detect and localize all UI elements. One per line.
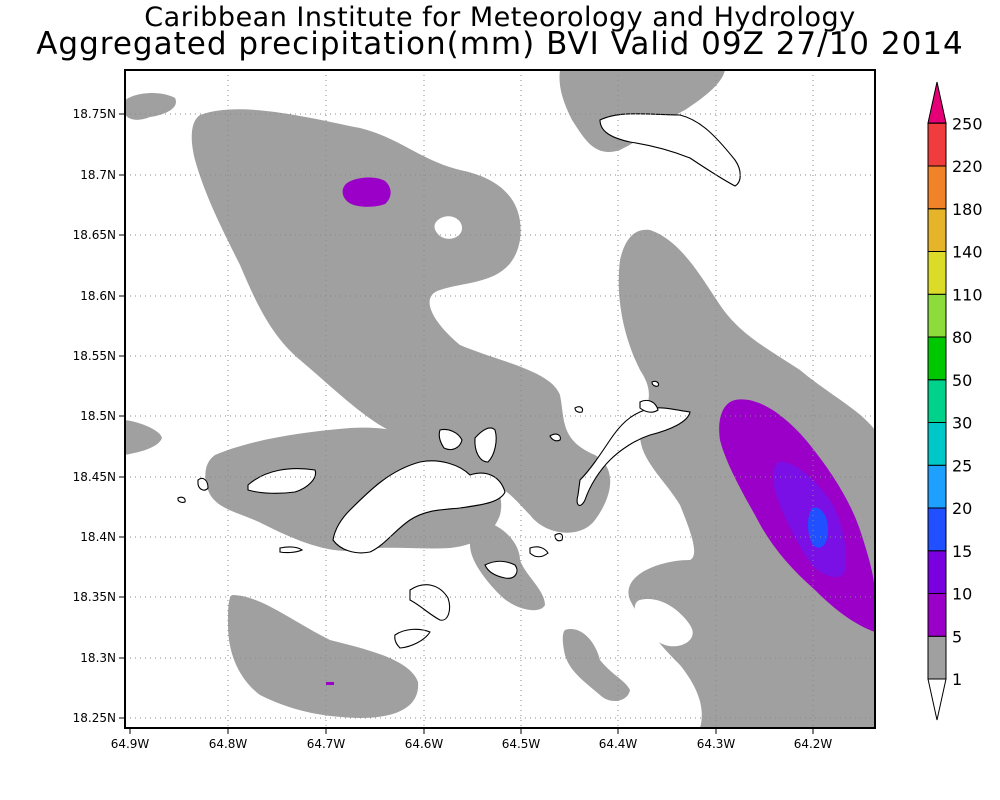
colorbar-level-label: 30: [952, 414, 972, 433]
colorbar-level-label: 220: [952, 157, 983, 176]
island-scrub: [438, 428, 463, 451]
colorbar-swatch: [927, 208, 947, 252]
colorbar-swatch: [927, 251, 947, 295]
colorbar-level-label: 250: [952, 114, 983, 133]
island-salt: [554, 533, 564, 542]
lat-tick-labels: 18.75N 18.7N 18.65N 18.6N 18.55N 18.5N 1…: [73, 107, 116, 725]
island-small-cay: [177, 496, 186, 503]
colorbar-bottom-triangle: [927, 678, 947, 721]
colorbar-swatch: [927, 293, 947, 338]
colorbar-level-label: 15: [952, 542, 972, 561]
lon-tick-label: 64.9W: [111, 737, 150, 751]
map-title: Aggregated precipitation(mm) BVI Valid 0…: [36, 26, 964, 62]
colorbar-level-label: 25: [952, 456, 972, 475]
island-outlines: [177, 113, 741, 649]
island-cooper: [484, 560, 518, 579]
colorbar-swatch: [927, 464, 947, 509]
colorbar-level-label: 5: [952, 627, 962, 646]
precip-15-20mm-area: [807, 507, 828, 548]
lon-tick-labels: 64.9W 64.8W 64.7W 64.6W 64.5W 64.4W 64.3…: [111, 737, 833, 751]
lon-tick-label: 64.5W: [502, 737, 541, 751]
lat-tick-label: 18.5N: [80, 409, 116, 423]
precip-area-northeast: [559, 70, 725, 152]
island-guana: [474, 427, 497, 463]
colorbar-swatch: [927, 379, 947, 423]
colorbar-swatch: [927, 635, 947, 680]
plot-frame: [124, 69, 876, 729]
colorbar-level-label: 180: [952, 200, 983, 219]
lat-tick-label: 18.35N: [73, 590, 116, 604]
precip-5-10mm-area-north: [342, 177, 391, 207]
island-necker: [651, 380, 660, 387]
colorbar-swatch: [927, 593, 947, 637]
lat-tick-label: 18.55N: [73, 349, 116, 363]
colorbar-level-label: 140: [952, 243, 983, 262]
island-fallen-jerusalem: [574, 406, 584, 413]
colorbar-level-label: 20: [952, 499, 972, 518]
island-tortola: [332, 460, 506, 554]
precip-area-southeast-patch: [562, 629, 630, 702]
institute-title: Caribbean Institute for Meteorology and …: [144, 2, 856, 33]
colorbar-swatch: [927, 507, 947, 552]
axis-tick-marks: [119, 113, 814, 734]
colorbar-top-triangle: [927, 81, 947, 124]
island-ginger: [529, 546, 549, 558]
island-peter: [409, 584, 451, 621]
precip-hole: [434, 216, 462, 239]
colorbar-swatch: [927, 122, 947, 167]
colorbar-level-label: 10: [952, 585, 972, 604]
island-little-jost: [279, 546, 304, 554]
lat-tick-label: 18.75N: [73, 107, 116, 121]
precip-area-southwest: [228, 595, 419, 718]
colorbar-level-label: 110: [952, 285, 983, 304]
graticule: [125, 70, 875, 728]
island-mosquito: [639, 399, 659, 413]
colorbar-level-label: 50: [952, 371, 972, 390]
lat-tick-label: 18.65N: [73, 228, 116, 242]
lon-tick-label: 64.2W: [794, 737, 833, 751]
island-virgin-gorda: [576, 407, 691, 506]
lat-tick-label: 18.7N: [80, 168, 116, 182]
precip-spot: [326, 682, 334, 685]
precip-area-west-edge: [125, 420, 162, 455]
colorbar-swatch: [927, 550, 947, 594]
colorbar-level-label: 1: [952, 670, 962, 689]
lat-tick-label: 18.4N: [80, 530, 116, 544]
colorbar-swatch: [927, 336, 947, 381]
precip-field: [125, 70, 875, 728]
colorbar-swatch: [927, 165, 947, 210]
island-west-cay: [197, 477, 209, 491]
no-precip-holes: [434, 216, 693, 647]
lon-tick-label: 64.6W: [405, 737, 444, 751]
lat-tick-label: 18.3N: [80, 651, 116, 665]
lon-tick-label: 64.7W: [307, 737, 346, 751]
lon-tick-label: 64.4W: [599, 737, 638, 751]
precip-area-west-patch: [125, 93, 176, 120]
lat-tick-label: 18.6N: [80, 289, 116, 303]
lon-tick-label: 64.3W: [697, 737, 736, 751]
lat-tick-label: 18.25N: [73, 711, 116, 725]
precip-1-5mm-areas: [125, 70, 875, 728]
island-great-dog: [549, 433, 561, 442]
lon-tick-label: 64.8W: [209, 737, 248, 751]
colorbar-swatch: [927, 422, 947, 466]
island-norman: [394, 628, 431, 649]
precip-hole: [634, 599, 693, 647]
island-anegada: [599, 113, 741, 187]
island-jost-van-dyke: [247, 468, 317, 494]
precip-area-northwest: [191, 109, 611, 533]
precip-area-central: [205, 427, 502, 551]
lat-tick-label: 18.45N: [73, 470, 116, 484]
colorbar-level-label: 80: [952, 328, 972, 347]
